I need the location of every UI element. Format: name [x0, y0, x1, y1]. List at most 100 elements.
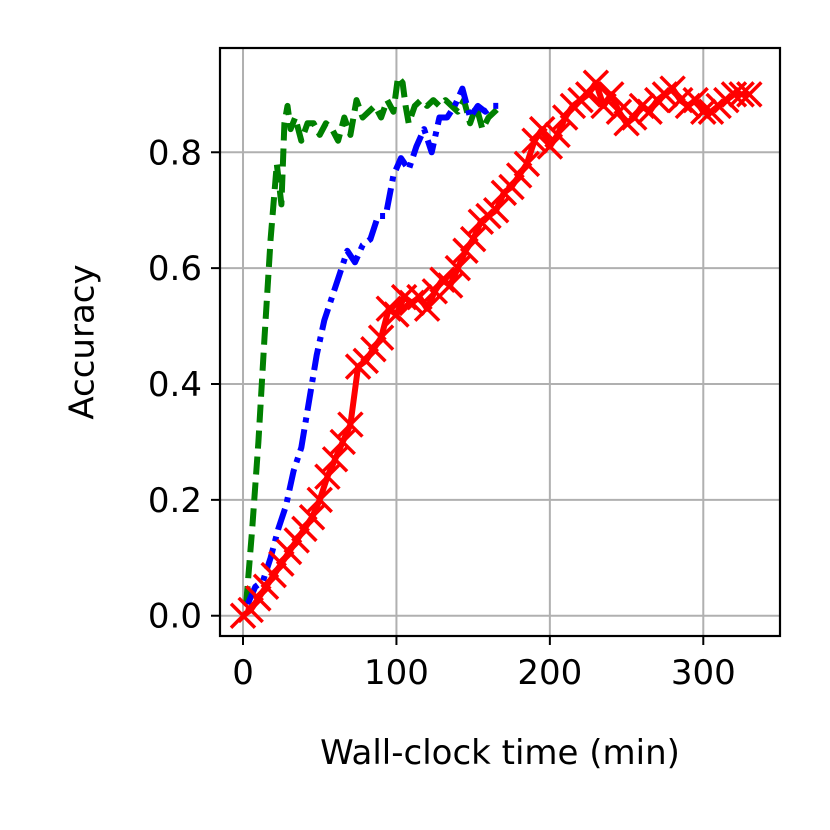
series-2-point — [314, 463, 341, 490]
series-2-point — [283, 527, 310, 554]
x-marker-stroke — [268, 550, 295, 577]
y-axis-label: Accuracy — [63, 264, 103, 419]
series-2-point — [597, 81, 625, 108]
series-2-point — [383, 301, 410, 328]
x-marker-stroke — [252, 573, 280, 600]
y-tick-label: 0.8 — [148, 133, 202, 173]
series-1-line — [244, 85, 501, 606]
series-2-point — [513, 150, 541, 178]
x-marker-stroke — [621, 104, 648, 131]
series-2-point — [237, 596, 264, 624]
x-marker-stroke — [452, 237, 479, 264]
y-tick-label: 0.4 — [148, 365, 202, 405]
series-2-point — [528, 115, 556, 143]
series-2-point — [245, 585, 272, 612]
x-marker-stroke — [736, 81, 763, 108]
axis-ticks: 0 100 200 300 0.0 0.2 0.4 0.6 0.8 — [148, 133, 736, 693]
x-marker-stroke — [459, 225, 487, 253]
x-tick-label: 100 — [364, 653, 429, 693]
series-2-point — [459, 225, 487, 253]
x-marker-stroke — [245, 585, 272, 612]
x-marker-stroke — [306, 486, 333, 514]
series-2-point — [421, 278, 449, 305]
x-marker-stroke — [298, 504, 326, 531]
series-2-point — [482, 196, 510, 224]
x-marker-stroke — [536, 133, 564, 160]
x-marker-stroke — [260, 561, 287, 589]
x-marker-stroke — [544, 121, 571, 149]
x-marker-stroke — [582, 69, 610, 96]
series-2-point — [291, 515, 318, 543]
series-2-point — [582, 69, 610, 96]
x-axis-label: Wall-clock time (min) — [320, 733, 680, 773]
x-marker-stroke — [444, 254, 472, 282]
x-marker-stroke — [682, 86, 709, 114]
x-marker-stroke — [528, 115, 556, 143]
x-marker-stroke — [283, 527, 310, 554]
series-2-point — [574, 81, 602, 108]
x-marker-stroke — [413, 295, 441, 322]
x-marker-stroke — [521, 127, 548, 154]
series-2-point — [268, 550, 295, 577]
series-2-point — [505, 162, 533, 189]
x-marker-stroke — [337, 411, 364, 438]
series-2-point — [590, 92, 617, 120]
x-tick-label: 200 — [517, 653, 582, 693]
y-tick-label: 0.0 — [148, 597, 202, 637]
series-2-point — [413, 295, 441, 322]
x-tick-label: 300 — [671, 653, 736, 693]
series-2-point — [321, 446, 349, 473]
series-2-point — [690, 98, 717, 125]
series-2-point — [367, 324, 395, 351]
series-2-point — [352, 347, 379, 375]
x-marker-stroke — [314, 463, 341, 490]
x-marker-stroke — [321, 446, 349, 473]
x-marker-stroke — [605, 98, 633, 125]
series-2-point — [736, 81, 763, 108]
series-2-point — [252, 573, 280, 600]
x-marker-stroke — [421, 278, 449, 305]
series-2-point — [260, 561, 287, 589]
series-2-point — [298, 504, 326, 531]
x-marker-stroke — [275, 538, 303, 566]
series-2-point — [306, 486, 333, 514]
series-2-point — [536, 133, 564, 160]
x-tick-label: 0 — [232, 653, 254, 693]
series-2-point — [436, 272, 464, 299]
series-2-point — [544, 121, 571, 149]
x-marker-stroke — [597, 81, 625, 108]
series-2-point — [452, 237, 479, 264]
y-tick-label: 0.2 — [148, 481, 202, 521]
x-marker-stroke — [659, 75, 686, 102]
series-2-point — [406, 283, 433, 311]
series-2-point — [360, 336, 387, 363]
x-marker-stroke — [728, 81, 755, 108]
series-2-point — [337, 411, 364, 438]
x-marker-stroke — [329, 428, 356, 456]
x-marker-stroke — [690, 98, 717, 125]
x-marker-stroke — [237, 596, 264, 624]
x-marker-stroke — [513, 150, 541, 178]
x-marker-stroke — [590, 92, 617, 120]
x-marker-stroke — [505, 162, 533, 189]
series-2-point — [329, 428, 356, 456]
plot-area-frame — [218, 46, 782, 638]
y-tick-label: 0.6 — [148, 249, 202, 289]
x-marker-stroke — [406, 283, 433, 311]
x-marker-stroke — [482, 196, 510, 224]
x-marker-stroke — [360, 336, 387, 363]
series-2-point — [605, 98, 633, 125]
series-0-line — [243, 74, 503, 605]
x-marker-stroke — [291, 515, 318, 543]
series-2-point — [521, 127, 548, 154]
series-2-point — [498, 173, 525, 201]
x-marker-stroke — [498, 173, 525, 201]
x-marker-stroke — [574, 81, 602, 108]
series-2-point — [444, 254, 472, 282]
series-2-point — [621, 104, 648, 131]
series-layer — [229, 69, 763, 629]
series-2-point — [728, 81, 755, 108]
series-2-point — [682, 86, 709, 114]
x-marker-stroke — [367, 324, 395, 351]
